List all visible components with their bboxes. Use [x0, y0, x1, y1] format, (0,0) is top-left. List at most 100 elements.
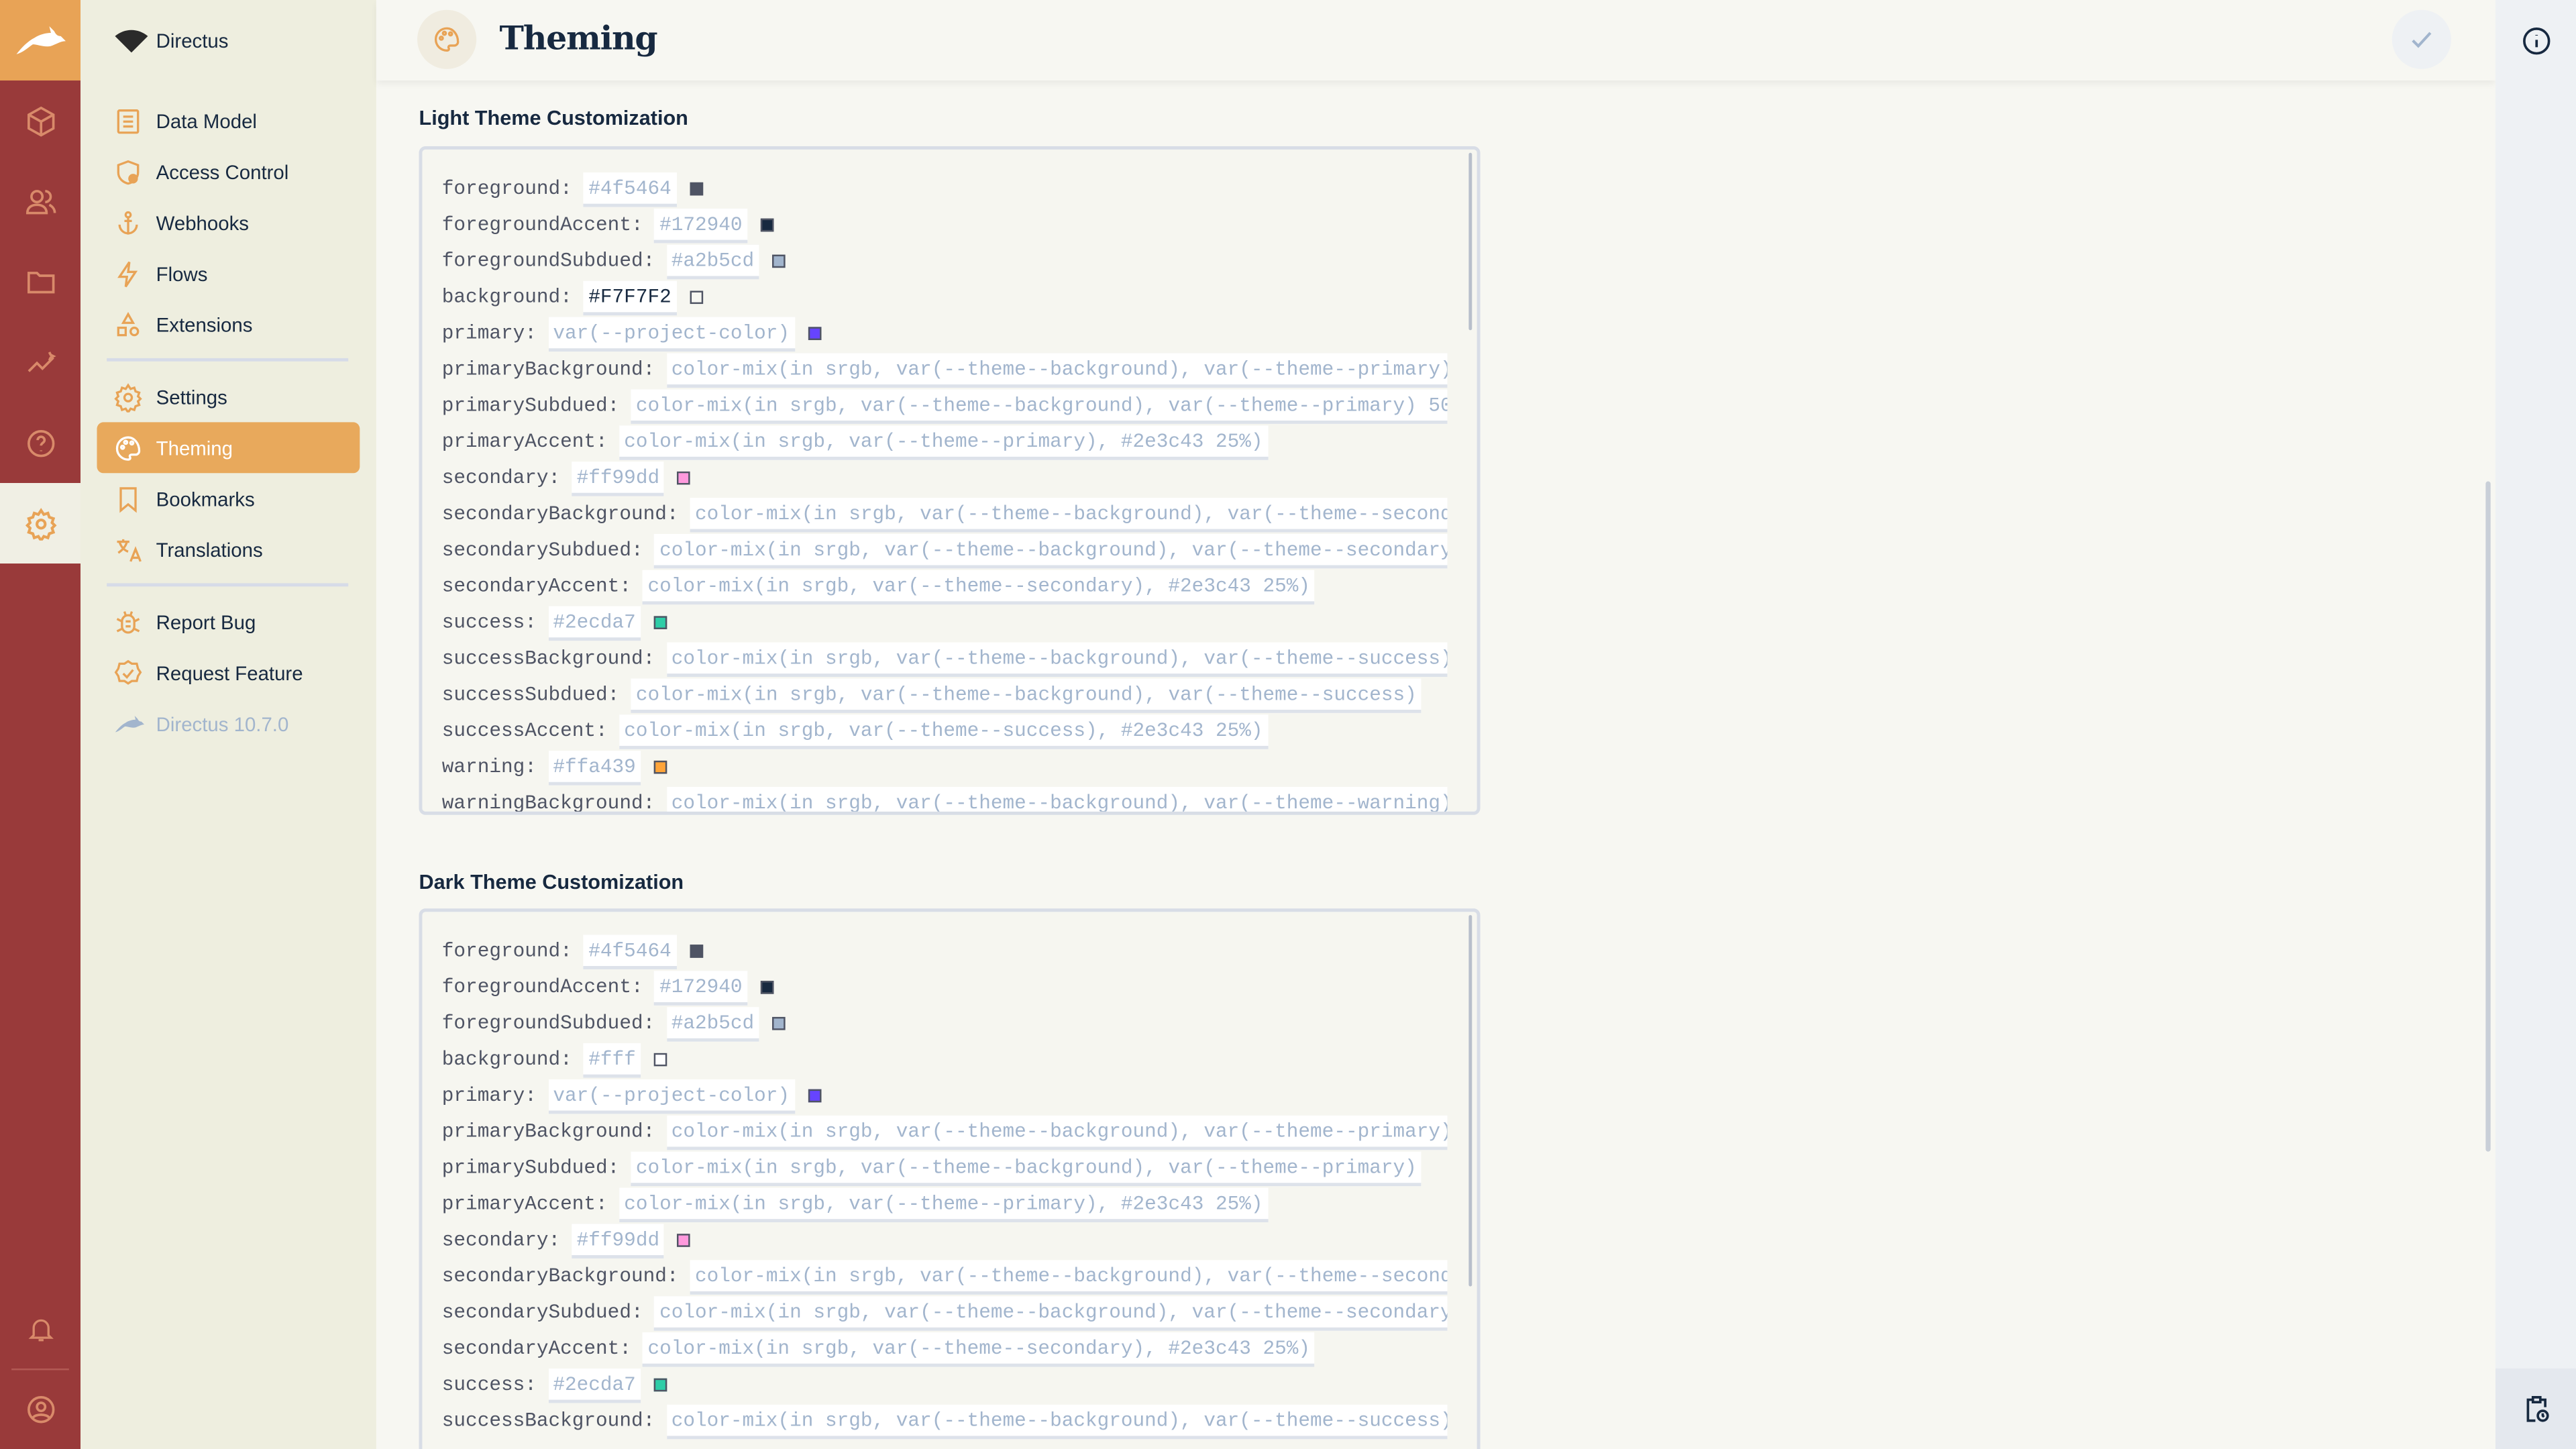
- activity-clipboard-icon[interactable]: [2496, 1368, 2576, 1449]
- theme-row: primary: var(--project-color): [442, 1078, 1448, 1114]
- theme-value-input[interactable]: #4f5464: [583, 171, 677, 207]
- theme-value-input[interactable]: #a2b5cd: [666, 1006, 759, 1041]
- theme-key: primary:: [441, 1084, 537, 1108]
- directus-logo-icon[interactable]: [0, 0, 81, 81]
- color-swatch[interactable]: [808, 327, 821, 340]
- nav-item-webhooks[interactable]: Webhooks: [97, 197, 360, 248]
- theme-value-input[interactable]: #4f5464: [583, 934, 677, 969]
- settings-navigation: Directus Data Model Access Control Webhook…: [80, 0, 376, 1449]
- nav-item-bookmarks[interactable]: Bookmarks: [97, 473, 360, 524]
- color-swatch[interactable]: [760, 981, 774, 994]
- theme-key: secondarySubdued:: [441, 539, 643, 562]
- bell-icon[interactable]: [0, 1288, 80, 1368]
- color-swatch[interactable]: [689, 182, 703, 196]
- project-header[interactable]: Directus: [97, 15, 360, 66]
- theme-row: successBackground: color-mix(in srgb, var…: [442, 641, 1448, 677]
- nav-item-extensions[interactable]: Extensions: [97, 299, 360, 350]
- theme-value-input[interactable]: color-mix(in srgb, var(--theme--backgrou…: [666, 1403, 1448, 1439]
- theme-row: secondary: #ff99dd: [442, 460, 1448, 496]
- theme-row: successSubdued: color-mix(in srgb, var(--…: [442, 677, 1448, 713]
- theme-value-input[interactable]: var(--project-color): [548, 1078, 795, 1114]
- theme-value-input[interactable]: color-mix(in srgb, var(--theme--backgrou…: [690, 496, 1448, 532]
- theme-value-input[interactable]: color-mix(in srgb, var(--theme--backgrou…: [654, 533, 1448, 568]
- info-icon[interactable]: [2496, 0, 2576, 80]
- theme-row: foregroundAccent: #172940: [442, 207, 1448, 244]
- nav-item-report-bug[interactable]: Report Bug: [97, 596, 360, 647]
- settings-gear-icon[interactable]: [0, 483, 81, 564]
- theme-value-input[interactable]: color-mix(in srgb, var(--theme--backgrou…: [666, 641, 1448, 676]
- editor-scrollbar[interactable]: [1468, 915, 1472, 1287]
- theme-key: secondarySubdued:: [441, 1301, 643, 1324]
- theme-value-input[interactable]: #ffa439: [548, 749, 641, 785]
- theme-value-input[interactable]: color-mix(in srgb, var(--theme--backgrou…: [631, 1150, 1422, 1185]
- nav-item-label: Extensions: [156, 313, 253, 336]
- theme-key: warningBackground:: [441, 792, 655, 815]
- nav-item-request-feature[interactable]: Request Feature: [97, 647, 360, 698]
- color-swatch[interactable]: [689, 945, 703, 958]
- theme-key: foreground:: [441, 177, 572, 201]
- main-scrollbar[interactable]: [2485, 481, 2491, 1152]
- theme-value-input[interactable]: #172940: [654, 970, 747, 1005]
- theme-value-input[interactable]: #ff99dd: [572, 460, 665, 496]
- divider: [107, 358, 349, 362]
- nav-item-label: Request Feature: [156, 661, 303, 685]
- theme-value-input[interactable]: #fff: [583, 1042, 641, 1077]
- editor-scrollbar[interactable]: [1468, 152, 1472, 331]
- content-box-icon[interactable]: [0, 80, 80, 161]
- theme-value-input[interactable]: #a2b5cd: [666, 244, 759, 279]
- theme-row: secondarySubdued: color-mix(in srgb, var(…: [442, 1295, 1448, 1331]
- color-swatch[interactable]: [772, 1016, 786, 1030]
- theme-value-input[interactable]: color-mix(in srgb, var(--theme--primary)…: [619, 1187, 1268, 1222]
- theme-row: primarySubdued: color-mix(in srgb, var(--…: [442, 388, 1448, 424]
- theme-value-input[interactable]: color-mix(in srgb, var(--theme--backgrou…: [690, 1259, 1448, 1294]
- theme-value-input[interactable]: color-mix(in srgb, var(--theme--primary)…: [619, 425, 1268, 460]
- color-swatch[interactable]: [653, 616, 667, 629]
- theme-value-input[interactable]: color-mix(in srgb, var(--theme--backgrou…: [666, 1114, 1448, 1150]
- nav-item-label: Settings: [156, 385, 227, 409]
- color-swatch[interactable]: [689, 290, 703, 305]
- theme-value-input[interactable]: color-mix(in srgb, var(--theme--backgrou…: [631, 678, 1422, 712]
- anchor-icon: [118, 210, 138, 234]
- theme-value-input[interactable]: color-mix(in srgb, var(--theme--backgrou…: [666, 352, 1448, 387]
- users-icon[interactable]: [0, 161, 80, 241]
- color-swatch[interactable]: [808, 1089, 821, 1103]
- theme-value-input[interactable]: #2ecda7: [548, 1367, 641, 1403]
- help-icon[interactable]: [0, 402, 80, 483]
- user-avatar-icon[interactable]: [0, 1368, 80, 1449]
- theme-value-input[interactable]: #ff99dd: [572, 1223, 665, 1258]
- theme-value-input[interactable]: color-mix(in srgb, var(--theme--secondar…: [643, 1331, 1316, 1366]
- color-swatch[interactable]: [653, 1053, 667, 1067]
- theme-value-input[interactable]: #2ecda7: [548, 605, 641, 640]
- theme-value-input[interactable]: #172940: [654, 207, 747, 243]
- color-swatch[interactable]: [678, 471, 691, 485]
- light-theme-title: Light Theme Customization: [419, 107, 688, 130]
- nav-item-settings[interactable]: Settings: [97, 371, 360, 422]
- nav-item-flows[interactable]: Flows: [97, 248, 360, 299]
- color-swatch[interactable]: [760, 218, 774, 232]
- theme-value-input[interactable]: var(--project-color): [548, 316, 795, 351]
- insights-chart-icon[interactable]: [0, 322, 80, 402]
- theme-value-input[interactable]: color-mix(in srgb, var(--theme--backgrou…: [654, 1295, 1448, 1330]
- files-folder-icon[interactable]: [0, 241, 80, 322]
- save-button[interactable]: [2392, 9, 2451, 69]
- nav-item-theming[interactable]: Theming: [97, 422, 360, 474]
- color-swatch[interactable]: [678, 1234, 691, 1247]
- version-info[interactable]: Directus 10.7.0: [97, 698, 360, 749]
- light-theme-editor[interactable]: foreground: #4f5464 foregroundAccent: #1729…: [419, 146, 1481, 815]
- gear-icon: [114, 382, 142, 412]
- nav-item-data-model[interactable]: Data Model: [97, 95, 360, 146]
- theme-value-input[interactable]: color-mix(in srgb, var(--theme--success)…: [619, 714, 1268, 749]
- dark-theme-editor[interactable]: foreground: #4f5464 foregroundAccent: #1729…: [419, 908, 1481, 1449]
- color-swatch[interactable]: [653, 1378, 667, 1392]
- theme-row: warningBackground: color-mix(in srgb, var…: [441, 786, 1448, 815]
- nav-item-access-control[interactable]: Access Control: [97, 146, 360, 197]
- theme-row: primarySubdued: color-mix(in srgb, var(--…: [442, 1150, 1448, 1186]
- theme-value-input[interactable]: color-mix(in srgb, var(--theme--secondar…: [643, 569, 1316, 604]
- theme-key: primaryAccent:: [441, 1192, 608, 1216]
- color-swatch[interactable]: [772, 254, 786, 268]
- theme-value-input[interactable]: #F7F7F2: [583, 280, 677, 315]
- color-swatch[interactable]: [653, 760, 667, 774]
- theme-value-input[interactable]: color-mix(in srgb, var(--theme--backgrou…: [666, 786, 1448, 812]
- nav-item-translations[interactable]: Translations: [97, 524, 360, 575]
- theme-value-input[interactable]: color-mix(in srgb, var(--theme--backgrou…: [631, 388, 1448, 423]
